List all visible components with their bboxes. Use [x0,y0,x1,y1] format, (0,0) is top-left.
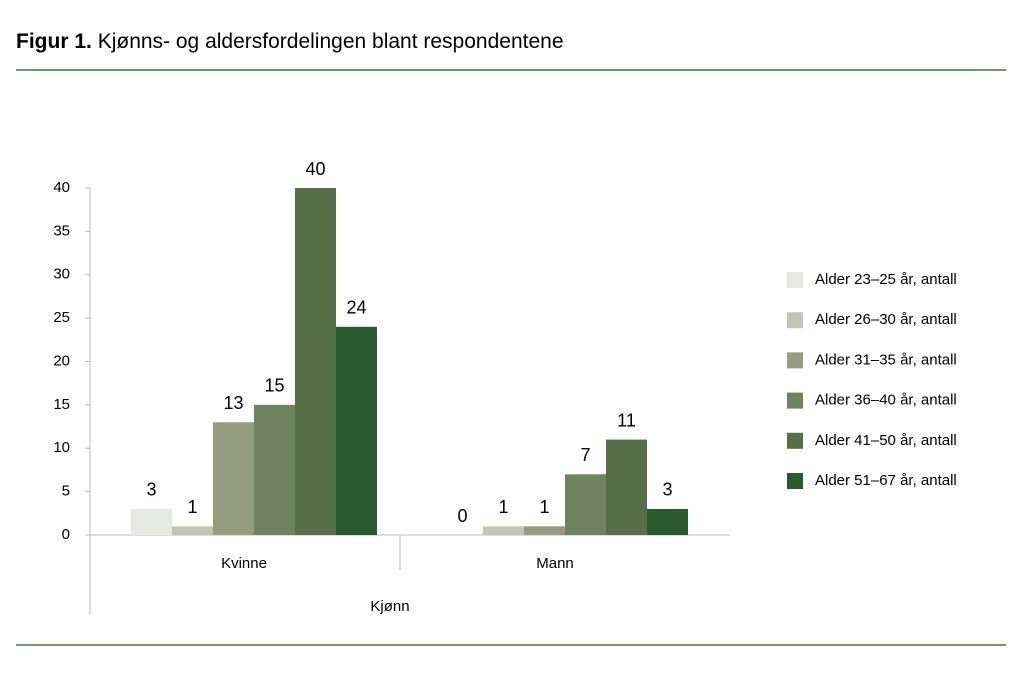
x-tick-label: Kvinne [221,555,267,572]
y-tick-label: 15 [53,396,70,413]
bar [524,526,565,535]
legend-swatch [787,473,803,489]
data-label: 24 [346,298,366,318]
data-label: 1 [187,497,197,517]
bar [295,188,336,535]
y-tick-label: 10 [53,439,70,456]
data-label: 3 [146,480,156,500]
y-tick-label: 40 [53,179,70,196]
y-tick-label: 20 [53,352,70,369]
legend-label: Alder 41–50 år, antall [815,432,957,449]
legend-swatch [787,352,803,369]
data-label: 7 [580,445,590,465]
legend-label: Alder 23–25 år, antall [815,271,957,288]
data-label: 3 [662,480,672,500]
legend-swatch [787,312,803,329]
data-label: 1 [498,497,508,517]
bar [483,526,524,535]
data-label: 13 [223,393,243,413]
figure-label: Figur 1. [16,30,92,53]
data-label: 40 [305,159,325,179]
bar [213,422,254,535]
bar [565,474,606,535]
data-label: 15 [264,376,284,396]
x-tick-label: Mann [536,555,574,572]
data-label: 0 [457,506,467,526]
bar [254,404,295,535]
bar [336,326,377,535]
x-axis-label: Kjønn [370,598,409,615]
bar [131,508,172,535]
legend-swatch [787,272,803,288]
legend-swatch [787,432,803,449]
legend-swatch [787,392,803,409]
chart-title: Figur 1. Kjønns- og aldersfordelingen bl… [16,30,564,53]
legend-label: Alder 31–35 år, antall [815,351,957,368]
bar [606,439,647,535]
y-tick-label: 30 [53,266,70,283]
legend-label: Alder 26–30 år, antall [815,311,957,328]
legend-label: Alder 51–67 år, antall [815,472,957,489]
legend-label: Alder 36–40 år, antall [815,392,957,409]
bar [172,526,213,535]
y-tick-label: 35 [53,222,70,239]
title-text: Kjønns- og aldersfordelingen blant respo… [98,30,564,53]
data-label: 11 [617,410,636,430]
bar [647,508,688,535]
y-tick-label: 0 [62,526,70,543]
y-tick-label: 25 [53,309,70,326]
y-tick-label: 5 [62,483,70,500]
data-label: 1 [539,497,549,517]
